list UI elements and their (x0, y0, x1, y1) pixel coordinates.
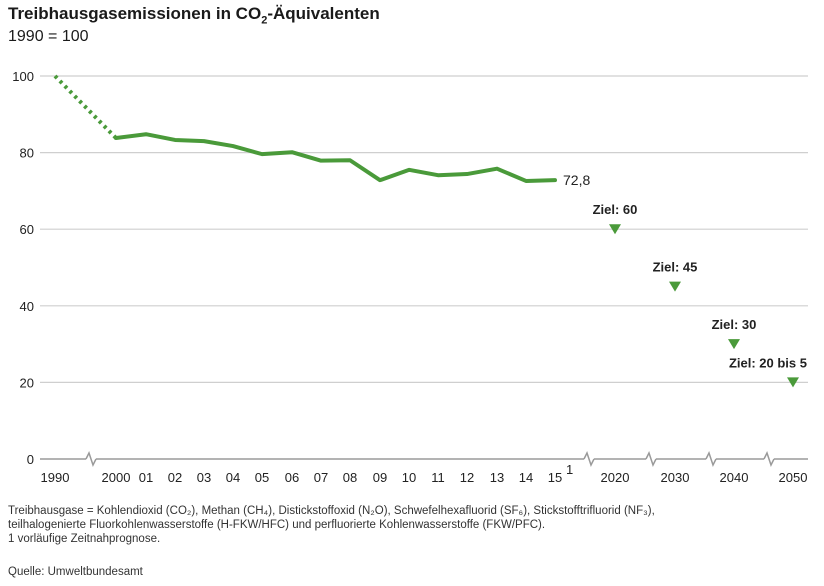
target-label: Ziel: 45 (653, 260, 698, 275)
y-tick-label: 100 (12, 69, 34, 84)
axis-break (583, 451, 595, 467)
footnote-line: teilhalogenierte Fluorkohlenwasserstoffe… (8, 519, 546, 531)
x-tick-label: 01 (139, 470, 153, 485)
x-tick-label: 06 (285, 470, 299, 485)
x-tick-label: 04 (226, 470, 240, 485)
x-tick-label: 2050 (779, 470, 808, 485)
axis-break (85, 451, 97, 467)
chart-subtitle: 1990 = 100 (8, 28, 89, 45)
y-tick-label: 80 (20, 146, 34, 161)
axis-break (645, 451, 657, 467)
target-label: Ziel: 60 (593, 202, 638, 217)
x-tick-label: 1990 (41, 470, 70, 485)
y-tick-label: 40 (20, 299, 34, 314)
target-marker (609, 224, 621, 235)
footnote: Treibhausgase = Kohlendioxid (CO₂), Meth… (8, 504, 818, 546)
x-tick-label: 2020 (601, 470, 630, 485)
x-tick-label: 03 (197, 470, 211, 485)
target-marker (787, 377, 799, 388)
x-tick-label: 15 (548, 470, 562, 485)
x-tick-label: 02 (168, 470, 182, 485)
x-tick-label: 2000 (102, 470, 131, 485)
x-tick-label: 08 (343, 470, 357, 485)
chart-title: Treibhausgasemissionen in CO2-Äquivalent… (8, 4, 380, 27)
axis-break (705, 451, 717, 467)
x-tick-label: 11 (431, 470, 445, 485)
x-tick-label: 09 (373, 470, 387, 485)
series-line-dotted (53, 74, 118, 140)
x-tick-label: 05 (255, 470, 269, 485)
footnote-line: Treibhausgase = Kohlendioxid (CO₂), Meth… (8, 505, 655, 517)
x-tick-label: 2040 (720, 470, 749, 485)
x-tick-label: 14 (519, 470, 533, 485)
target-marker (728, 339, 740, 350)
y-tick-label: 0 (27, 452, 34, 467)
x-tick-label: 2030 (661, 470, 690, 485)
series-line (114, 132, 557, 183)
y-tick-label: 20 (20, 375, 34, 390)
footnote-line: 1 vorläufige Zeitnahprognose. (8, 533, 161, 545)
target-label: Ziel: 20 bis 5 (729, 355, 807, 370)
target-label: Ziel: 30 (712, 317, 757, 332)
target-marker (669, 281, 681, 292)
x-tick-label: 12 (460, 470, 474, 485)
source-note: Quelle: Umweltbundesamt (8, 566, 143, 578)
x-tick-superscript: 1 (566, 462, 573, 477)
axis-break (763, 451, 775, 467)
x-tick-label: 07 (314, 470, 328, 485)
end-value-label: 72,8 (563, 172, 590, 188)
x-tick-label: 13 (490, 470, 504, 485)
x-tick-label: 10 (402, 470, 416, 485)
y-tick-label: 60 (20, 222, 34, 237)
